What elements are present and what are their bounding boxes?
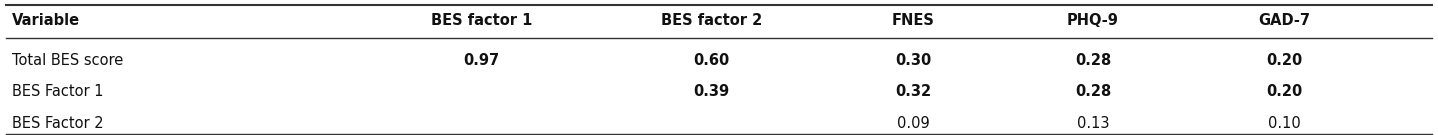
Text: GAD-7: GAD-7 [1258,13,1310,28]
Text: PHQ-9: PHQ-9 [1067,13,1119,28]
Text: 0.30: 0.30 [894,53,932,68]
Text: 0.39: 0.39 [693,84,731,99]
Text: BES factor 2: BES factor 2 [661,13,762,28]
Text: 0.60: 0.60 [693,53,731,68]
Text: Variable: Variable [12,13,79,28]
Text: 0.20: 0.20 [1265,53,1303,68]
Text: 0.32: 0.32 [894,84,932,99]
Text: 0.20: 0.20 [1265,84,1303,99]
Text: 0.10: 0.10 [1268,116,1300,131]
Text: 0.09: 0.09 [897,116,929,131]
Text: FNES: FNES [892,13,935,28]
Text: BES Factor 1: BES Factor 1 [12,84,104,99]
Text: 0.28: 0.28 [1074,53,1112,68]
Text: 0.28: 0.28 [1074,84,1112,99]
Text: BES Factor 2: BES Factor 2 [12,116,104,131]
Text: Total BES score: Total BES score [12,53,122,68]
Text: 0.97: 0.97 [463,53,500,68]
Text: 0.13: 0.13 [1077,116,1109,131]
Text: BES factor 1: BES factor 1 [431,13,532,28]
